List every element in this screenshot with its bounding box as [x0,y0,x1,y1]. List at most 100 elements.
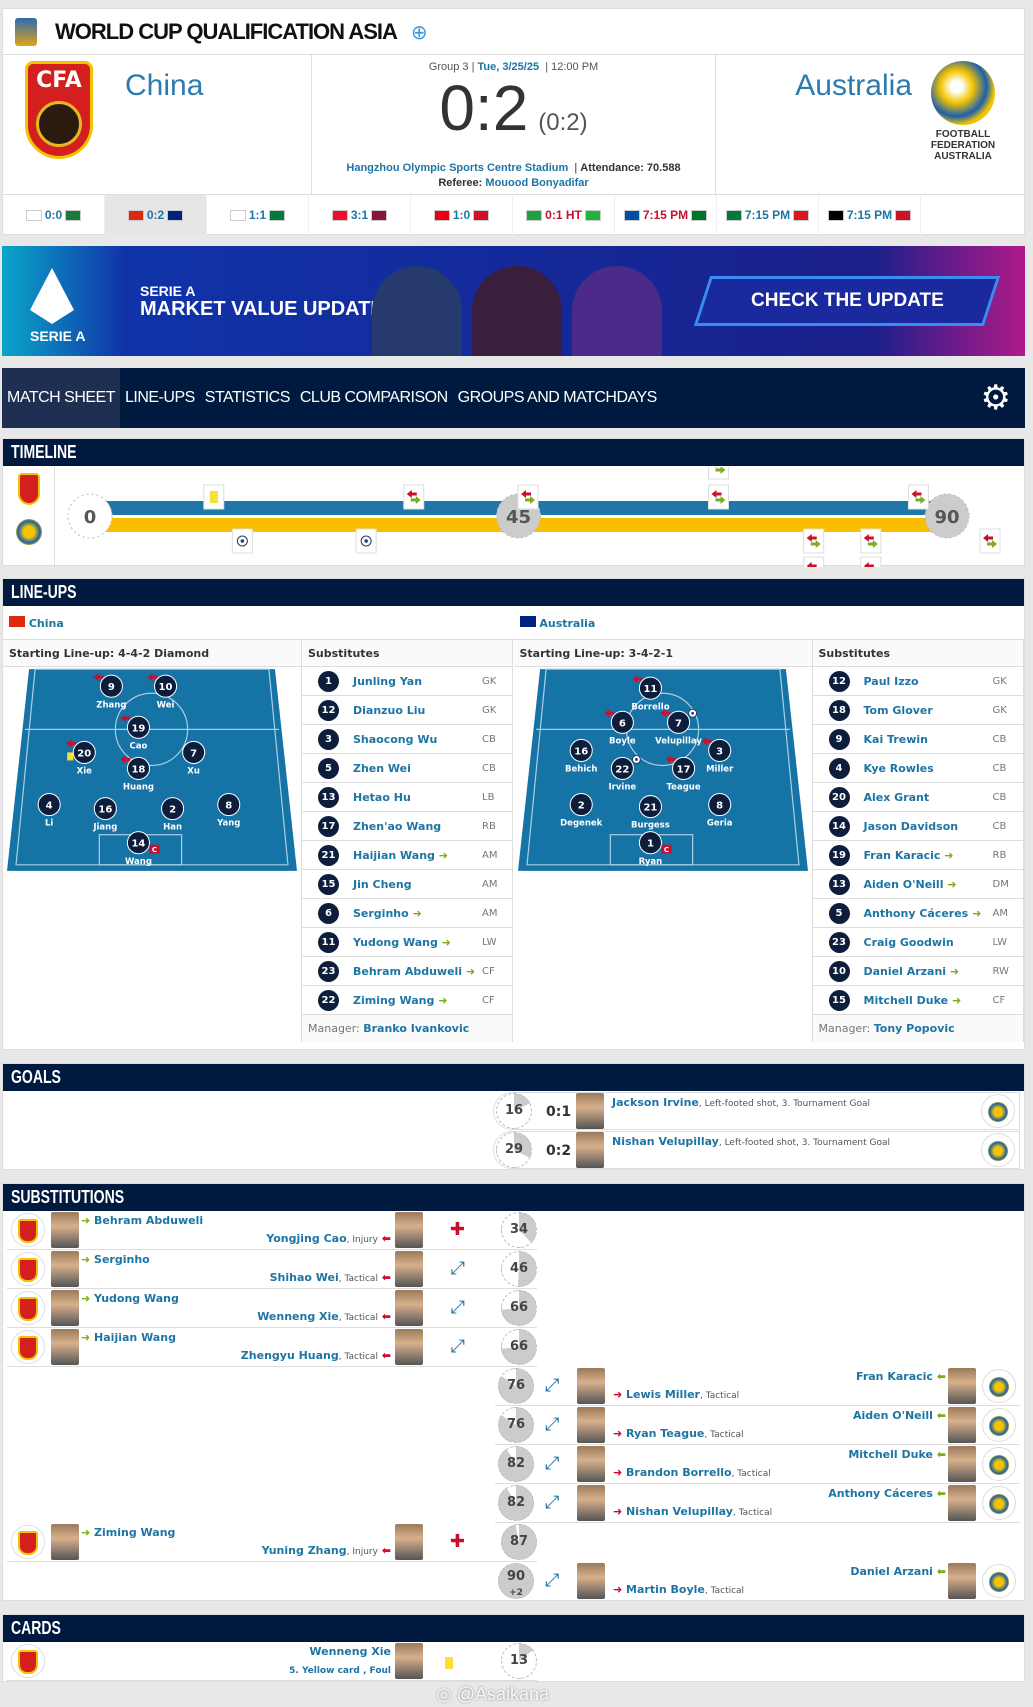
player-jiang[interactable]: 16 Jiang [92,797,117,833]
timeline-event-sub[interactable] [860,528,882,554]
referee-link[interactable]: Mouood Bonyadifar [485,177,589,189]
player-in-photo[interactable] [51,1524,79,1560]
timeline-event-sub[interactable] [979,528,1001,554]
player-photo[interactable] [576,1093,604,1129]
australia-logo[interactable] [981,1094,1015,1128]
away-lineup-team[interactable]: Australia [514,606,1025,639]
player-name[interactable]: Yudong Wang [353,935,438,949]
player-link[interactable]: Junling Yan [353,675,482,688]
player-out-link[interactable]: Yongjing Cao [266,1232,347,1245]
player-link[interactable]: Aiden O'Neill ➜ [864,878,993,891]
player-name[interactable]: Serginho [353,906,409,920]
player-link[interactable]: Kye Rowles [864,762,993,775]
player-name[interactable]: Junling Yan [353,674,423,688]
player-name[interactable]: Hetao Hu [353,790,411,804]
player-link[interactable]: Shaocong Wu [353,733,482,746]
player-name[interactable]: Mitchell Duke [863,993,949,1007]
player-out-photo[interactable] [577,1563,605,1599]
player-in-photo[interactable] [948,1407,976,1443]
player-out-photo[interactable] [395,1290,423,1326]
player-name[interactable]: Craig Goodwin [863,935,954,949]
home-lineup-team[interactable]: China [3,606,514,639]
player-yang[interactable]: 8 Yang [216,793,240,829]
other-match[interactable]: 7:15 PM [819,195,921,235]
carded-player-link[interactable]: Wenneng Xie [309,1645,391,1658]
player-link[interactable]: Tom Glover [864,704,993,717]
player-xie[interactable]: 20 Xie [66,739,96,776]
player-name[interactable]: Paul Izzo [863,674,919,688]
player-boyle[interactable]: 6 Boyle [603,709,636,746]
timeline-event-goal[interactable] [231,528,253,554]
player-name[interactable]: Daniel Arzani [863,964,947,978]
player-name[interactable]: Kai Trewin [863,732,929,746]
australia-logo[interactable] [982,1408,1016,1442]
away-team-name[interactable]: Australia [795,69,912,102]
player-link[interactable]: Jin Cheng [353,878,482,891]
player-in-photo[interactable] [51,1212,79,1248]
other-match[interactable]: 0:2 [105,195,207,235]
player-out-link[interactable]: Lewis Miller [626,1388,700,1401]
player-name[interactable]: Zhen'ao Wang [353,819,442,833]
player-name[interactable]: Shaocong Wu [353,732,438,746]
player-name[interactable]: Jason Davidson [863,819,959,833]
other-match[interactable]: 1:1 [207,195,309,235]
china-logo[interactable] [11,1330,45,1364]
player-out-link[interactable]: Zhengyu Huang [240,1349,339,1362]
australia-logo[interactable] [982,1447,1016,1481]
player-name[interactable]: Ziming Wang [353,993,435,1007]
player-geria[interactable]: 8 Geria [706,793,732,829]
player-in-photo[interactable] [51,1329,79,1365]
player-photo[interactable] [576,1132,604,1168]
other-match[interactable]: 0:1 HT [513,195,615,235]
player-teague[interactable]: 17 Teague [665,755,700,793]
player-in-photo[interactable] [948,1368,976,1404]
player-name[interactable]: Jin Cheng [353,877,412,891]
player-link[interactable]: Zhen Wei [353,762,482,775]
home-team-name[interactable]: China [125,69,204,102]
player-in-link[interactable]: Serginho [94,1253,150,1266]
player-out-link[interactable]: Martin Boyle [626,1583,705,1596]
player-name[interactable]: Tom Glover [863,703,933,717]
player-out-photo[interactable] [577,1485,605,1521]
timeline-event-sub[interactable] [403,484,425,510]
player-han[interactable]: 2 Han [161,797,185,833]
australia-logo[interactable] [981,1133,1015,1167]
player-out-photo[interactable] [395,1524,423,1560]
player-in-photo[interactable] [948,1485,976,1521]
player-out-photo[interactable] [395,1212,423,1248]
player-out-link[interactable]: Brandon Borrello [626,1466,732,1479]
player-name[interactable]: Anthony Cáceres [863,906,969,920]
player-link[interactable]: Paul Izzo [864,675,993,688]
player-link[interactable]: Mitchell Duke ➜ [864,994,993,1007]
scorer-link[interactable]: Jackson Irvine [612,1096,699,1109]
player-name[interactable]: Fran Karacic [863,848,941,862]
china-logo[interactable] [11,1291,45,1325]
player-link[interactable]: Anthony Cáceres ➜ [864,907,993,920]
china-logo[interactable] [11,1525,45,1559]
player-link[interactable]: Daniel Arzani ➜ [864,965,993,978]
timeline-event-goal[interactable] [355,528,377,554]
player-in-link[interactable]: Aiden O'Neill [852,1409,933,1422]
player-li[interactable]: 4 Li [37,793,61,829]
manager-name[interactable]: Branko Ivankovic [363,1022,470,1035]
player-out-link[interactable]: Nishan Velupillay [626,1505,733,1518]
player-out-photo[interactable] [395,1251,423,1287]
australia-logo[interactable] [982,1486,1016,1520]
player-in-link[interactable]: Haijian Wang [94,1331,176,1344]
ad-banner[interactable]: SERIE A SERIE A MARKET VALUE UPDATE CHECK… [2,246,1025,356]
player-in-link[interactable]: Ziming Wang [94,1526,176,1539]
player-link[interactable]: Jason Davidson [864,820,993,833]
china-logo[interactable] [11,1213,45,1247]
player-in-link[interactable]: Behram Abduweli [94,1214,204,1227]
timeline-event-yellow-card[interactable] [203,484,225,510]
timeline-event-sub[interactable] [907,484,929,510]
timeline-event-sub[interactable] [803,556,825,567]
player-name[interactable]: Alex Grant [863,790,930,804]
player-out-link[interactable]: Yuning Zhang [261,1544,347,1557]
china-logo[interactable] [11,1644,45,1678]
other-match[interactable]: 7:15 PM [615,195,717,235]
player-link[interactable]: Behram Abduweli ➜ [353,965,482,978]
player-in-link[interactable]: Anthony Cáceres [828,1487,933,1500]
player-behich[interactable]: 16 Behich [565,738,597,774]
